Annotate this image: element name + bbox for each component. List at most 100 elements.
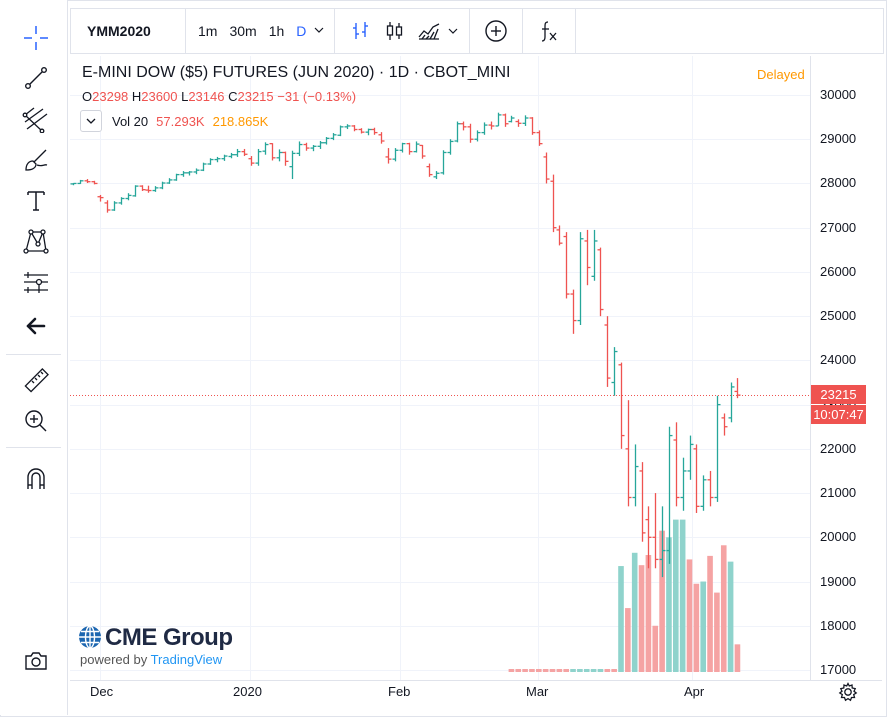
open-value: 23298 [92,89,129,104]
low-label: L [181,89,189,104]
indicators-group [523,9,577,53]
magnet-icon[interactable] [17,459,55,497]
pattern-icon[interactable] [17,222,55,260]
volume-bar [536,669,542,672]
tradingview-link[interactable]: TradingView [150,652,223,667]
chart-style-group [335,9,471,53]
volume-bar [666,537,672,672]
price-label: 26000 [820,263,857,279]
volume-bar [570,669,576,672]
chevron-down-icon [86,118,96,124]
volume-bar [714,592,720,672]
volume-bar [645,555,652,672]
time-label-2020: 2020 [233,684,262,699]
volume-bar [720,545,727,672]
price-label: 18000 [820,617,857,633]
interval-1h[interactable]: 1h [268,23,285,39]
compare-group [470,9,524,53]
legend-collapse-button[interactable] [80,110,102,132]
powered-by: powered by TradingView [80,652,222,667]
volume-indicator-name[interactable]: Vol 20 [112,113,149,129]
area-style-icon[interactable] [412,14,446,48]
time-label-dec: Dec [90,684,114,699]
volume-bar [734,644,741,672]
volume-bar [563,669,569,672]
price-label: 30000 [820,87,857,102]
compare-add-icon[interactable] [479,14,513,48]
volume-bar [659,530,665,672]
volume-bar [522,669,528,672]
volume-bar [693,583,700,672]
top-toolbar: YMM2020 1m 30m 1h D [70,8,884,54]
volume-ma-value: 218.865K [212,113,269,129]
price-label: 19000 [820,573,857,589]
time-label-feb: Feb [388,684,411,699]
ohlc-legend: O23298 H23600 L23146 C23215 −31 (−0.13%) [82,89,356,104]
volume-bar [727,561,734,672]
delayed-badge[interactable]: Delayed [757,67,805,82]
price-label: 24000 [820,352,857,368]
volume-bar [515,669,522,672]
settings-gear-icon[interactable] [835,681,861,703]
last-price-tag: 23215 [811,385,866,404]
candles-style-icon[interactable] [378,14,412,48]
cme-globe-icon [78,625,102,654]
brush-icon[interactable] [17,141,55,179]
price-label: 25000 [820,308,857,324]
interval-d[interactable]: D [296,23,307,39]
volume-bar [625,608,631,672]
zoom-in-icon[interactable] [17,402,55,440]
interval-dropdown-icon[interactable] [312,25,328,37]
chart-title: E-MINI DOW ($5) FUTURES (JUN 2020) · 1D … [82,64,511,81]
price-label: 22000 [820,440,857,456]
style-dropdown-icon[interactable] [446,14,460,48]
volume-legend: Vol 20 57.293K 218.865K [80,110,268,132]
indicators-fx-icon[interactable] [532,14,566,48]
trend-line-icon[interactable] [17,59,55,97]
long-position-icon[interactable] [17,264,55,302]
symbol-search[interactable]: YMM2020 [71,9,186,53]
volume-bar [508,669,515,672]
crosshair-icon[interactable] [17,19,55,57]
interval-30m[interactable]: 30m [229,23,257,39]
volume-value: 57.293K [156,113,205,129]
high-value: 23600 [141,89,178,104]
volume-bar [679,519,686,672]
drawing-toolbar [0,0,68,715]
volume-bar [577,669,583,672]
screenshot-icon[interactable] [17,642,55,680]
volume-bar [638,565,645,672]
back-arrow-icon[interactable] [17,307,55,345]
symbol-label: YMM2020 [87,23,151,39]
time-label-apr: Apr [684,684,705,699]
chart-canvas[interactable] [70,56,882,680]
price-label: 28000 [820,175,857,191]
powered-prefix: powered by [80,652,151,667]
text-icon[interactable] [17,182,55,220]
volume-bar [590,669,597,672]
time-axis[interactable] [70,680,882,705]
volume-bar [597,669,604,672]
fib-retracement-icon[interactable] [17,100,55,138]
volume-bar [707,555,713,672]
ruler-icon[interactable] [17,362,55,400]
volume-bar [618,566,624,672]
price-chart[interactable] [70,56,882,680]
price-label: 29000 [820,131,857,147]
price-label: 20000 [820,529,857,545]
cme-logo-text: CME Group [105,624,233,651]
interval-1m[interactable]: 1m [198,23,218,39]
volume-bar [556,669,563,672]
countdown-tag: 10:07:47 [811,405,866,424]
change-value: −31 (−0.13%) [277,89,357,104]
high-label: H [131,89,142,104]
volume-bar [529,669,535,672]
price-label: 21000 [820,485,857,501]
volume-bar [652,625,659,672]
bars-style-icon[interactable] [344,14,378,48]
close-label: C [228,89,238,104]
time-label-mar: Mar [526,684,549,699]
low-value: 23146 [188,89,225,104]
volume-bar [611,669,617,672]
